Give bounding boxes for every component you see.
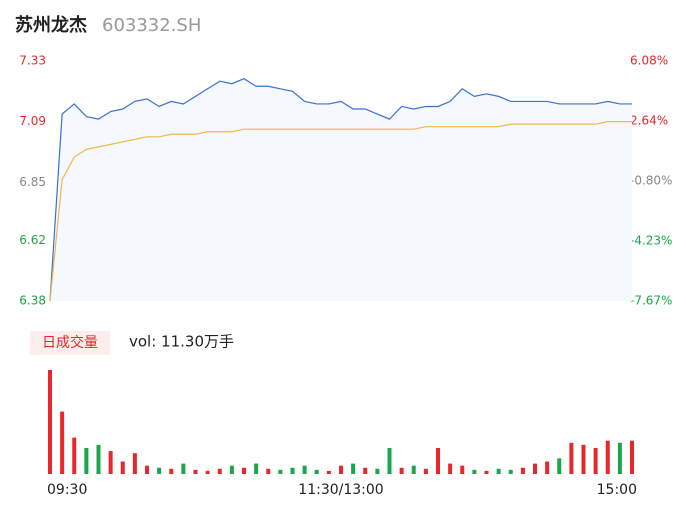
volume-bar (108, 451, 113, 474)
y-tick-label: 6.62 (19, 233, 46, 247)
volume-bar (181, 463, 186, 474)
volume-bar (593, 448, 598, 474)
volume-bar (423, 468, 428, 474)
volume-bar (436, 448, 440, 474)
volume-bar (508, 469, 513, 474)
y-tick-label: 7.09 (19, 114, 46, 128)
x-tick-label: 15:00 (597, 482, 637, 498)
volume-bar (460, 465, 465, 474)
y-tick-label: 6.85 (19, 175, 46, 189)
volume-bar (630, 440, 634, 474)
price-area (50, 78, 632, 302)
volume-summary: vol: 11.30万手 (129, 333, 234, 351)
volume-bar (399, 467, 404, 474)
volume-bar (314, 469, 319, 474)
volume-bar (145, 465, 149, 474)
volume-bar (290, 467, 295, 474)
volume-bar (229, 465, 234, 474)
y2-tick-label: 6.08% (630, 54, 668, 68)
y2-tick-label: -4.23% (630, 233, 672, 247)
x-tick-label: 11:30/13:00 (298, 482, 383, 498)
volume-bar (363, 467, 368, 474)
volume-bar (132, 453, 137, 474)
volume-bar (157, 467, 162, 474)
volume-bar (448, 463, 453, 474)
volume-bar (84, 448, 89, 474)
volume-bar (387, 448, 392, 474)
y2-tick-label: -0.80% (630, 174, 672, 188)
volume-bar (557, 458, 562, 474)
volume-bar (193, 469, 198, 474)
y2-tick-label: -7.67% (630, 294, 672, 308)
volume-bar (581, 444, 586, 474)
volume-bar (48, 370, 52, 474)
volume-bar (339, 465, 343, 474)
y-tick-label: 6.38 (19, 294, 46, 308)
stock-name: 苏州龙杰 (15, 14, 87, 36)
stock-code: 603332.SH (102, 15, 201, 36)
volume-bar (169, 468, 174, 474)
volume-legend-box (30, 331, 110, 355)
volume-bar (472, 469, 477, 474)
y2-tick-label: 2.64% (630, 114, 668, 128)
volume-bar (411, 465, 416, 474)
volume-bar (266, 468, 271, 474)
volume-bar (569, 442, 574, 474)
x-tick-label: 09:30 (47, 482, 87, 498)
volume-bar (205, 470, 210, 474)
volume-bar (617, 442, 622, 474)
volume-bar (254, 463, 259, 474)
volume-bar (375, 468, 380, 474)
price-line (49, 78, 632, 302)
y-tick-label: 7.33 (19, 54, 46, 68)
volume-bar (242, 467, 246, 474)
volume-bar (326, 470, 331, 474)
volume-bar (72, 437, 77, 474)
volume-bar (120, 461, 125, 474)
volume-bar (484, 470, 489, 474)
volume-bar (60, 411, 65, 474)
volume-bar (605, 440, 610, 474)
volume-bar (545, 461, 550, 474)
volume-bar (520, 467, 525, 474)
volume-legend: 日成交量 (42, 334, 98, 351)
average-line (49, 121, 632, 302)
volume-bar (278, 469, 283, 474)
volume-bar (351, 463, 356, 474)
volume-bar (496, 468, 501, 474)
volume-bar (217, 468, 222, 474)
volume-bar (533, 463, 537, 474)
volume-bar (96, 444, 101, 474)
volume-bar (302, 465, 307, 474)
